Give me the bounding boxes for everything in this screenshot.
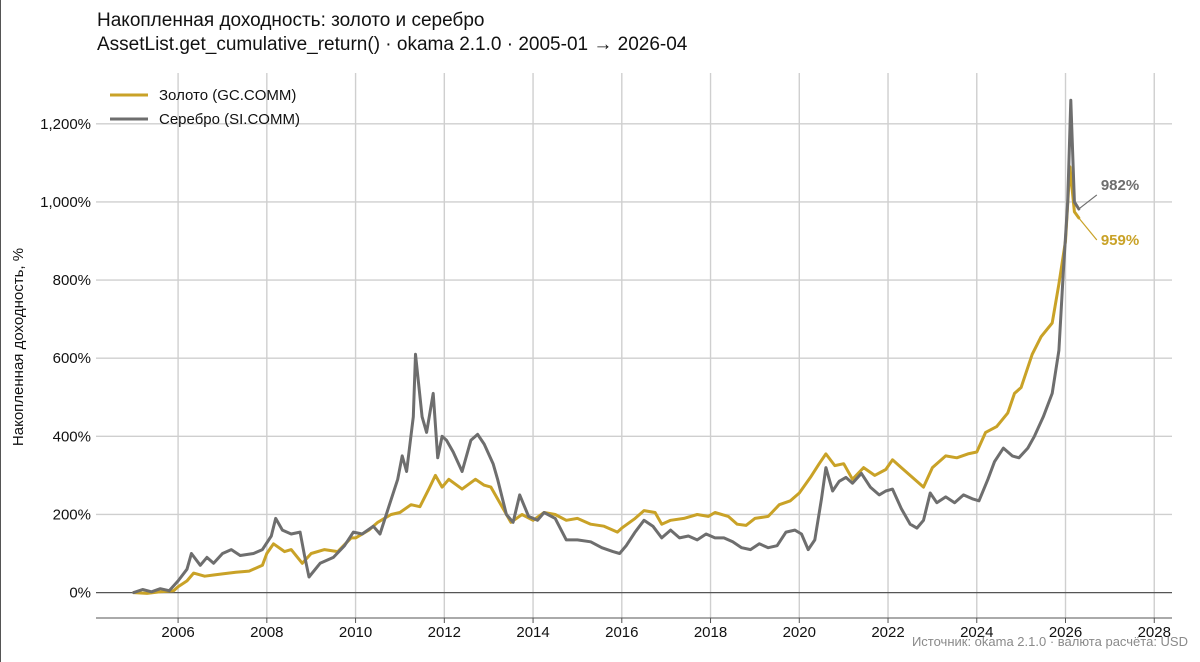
chart-subtitle: AssetList.get_cumulative_return() · okam…	[97, 34, 688, 55]
y-tick-label: 0%	[69, 585, 91, 602]
x-tick-label: 2012	[428, 624, 461, 641]
chart-legend: Золото (GC.COMM) Серебро (SI.COMM)	[110, 87, 300, 128]
x-tick-label: 2022	[871, 624, 904, 641]
chart-grid	[96, 73, 1172, 618]
x-tick-label: 2014	[516, 624, 549, 641]
x-tick-label: 2010	[339, 624, 372, 641]
window-edge	[0, 0, 1, 662]
x-tick-label: 2008	[250, 624, 283, 641]
y-tick-label: 800%	[53, 272, 91, 289]
chart-end-labels: 959% 982%	[1078, 177, 1139, 249]
x-tick-label: 2024	[960, 624, 993, 641]
x-tick-label: 2020	[783, 624, 816, 641]
x-tick-label: 2028	[1138, 624, 1171, 641]
gold-series-line	[132, 165, 1081, 595]
silver-leader-line	[1078, 194, 1098, 210]
y-tick-label: 1,000%	[40, 194, 91, 211]
x-tick-label: 2026	[1049, 624, 1082, 641]
chart-title: Накопленная доходность: золото и серебро	[97, 10, 485, 31]
y-tick-label: 600%	[53, 350, 91, 367]
silver-end-label: 982%	[1101, 177, 1139, 194]
gold-end-label: 959%	[1101, 232, 1139, 249]
gold-leader-line	[1078, 217, 1098, 241]
y-axis-label: Накопленная доходность, %	[10, 248, 27, 446]
y-tick-label: 200%	[53, 506, 91, 523]
silver-series-line	[132, 98, 1081, 595]
legend-label-gold: Золото (GC.COMM)	[159, 87, 296, 104]
x-tick-label: 2006	[161, 624, 194, 641]
y-tick-label: 1,200%	[40, 116, 91, 133]
x-tick-label: 2018	[694, 624, 727, 641]
x-tick-label: 2016	[605, 624, 638, 641]
source-note: Источник: okama 2.1.0 · валюта расчёта: …	[911, 634, 1188, 649]
chart-series	[132, 98, 1081, 595]
chart-axes: 2006 2008 2010 2012 2014 2016 2018 2020 2022 2024…	[40, 116, 1172, 641]
legend-label-silver: Серебро (SI.COMM)	[159, 111, 300, 128]
y-tick-label: 400%	[53, 428, 91, 445]
